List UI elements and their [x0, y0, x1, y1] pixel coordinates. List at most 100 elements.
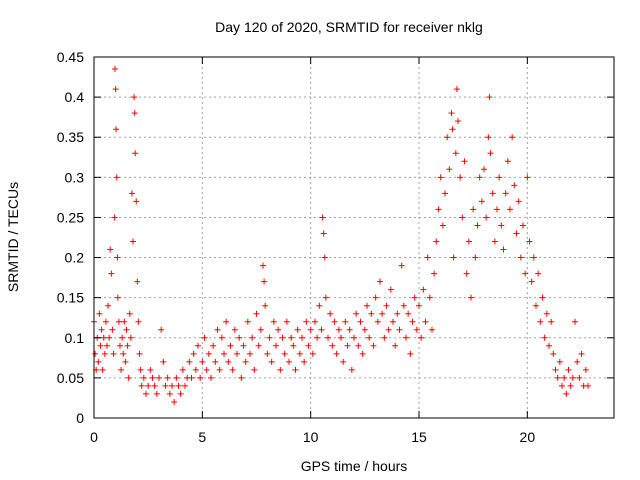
data-point: [439, 222, 446, 229]
axis-ticks: 0 0.05 0.1 0.15 0.2 0.25 0.3 0.35 0.4 0.45 0 5 10 15 2…: [57, 49, 614, 445]
data-point: [182, 382, 188, 389]
data-point: [251, 366, 258, 373]
data-point: [481, 166, 487, 173]
data-point: [530, 254, 537, 261]
data-point: [554, 374, 561, 381]
data-point: [539, 294, 546, 301]
data-point: [247, 350, 253, 357]
data-point: [205, 350, 212, 357]
data-point: [102, 318, 109, 325]
data-point: [515, 198, 522, 205]
data-point: [528, 278, 535, 285]
data-point: [522, 270, 529, 277]
data-point: [459, 214, 466, 221]
data-point: [214, 326, 221, 333]
data-point: [353, 310, 360, 317]
data-point: [266, 334, 273, 341]
data-point: [124, 342, 131, 349]
y-tick-label: 0.05: [57, 370, 84, 386]
data-point: [307, 326, 314, 333]
data-point: [511, 182, 518, 189]
data-point: [119, 334, 126, 341]
data-point: [329, 342, 336, 349]
data-point: [342, 318, 349, 325]
data-point: [275, 326, 282, 333]
data-point: [96, 310, 103, 317]
data-point: [496, 174, 503, 181]
data-point: [131, 94, 138, 101]
data-point: [229, 366, 236, 373]
data-point: [113, 174, 120, 181]
data-point: [322, 294, 329, 301]
y-tick-label: 0.25: [57, 209, 84, 225]
data-point: [231, 326, 238, 333]
data-point: [379, 310, 386, 317]
data-point: [489, 190, 496, 197]
data-point: [437, 174, 444, 181]
data-point: [452, 150, 459, 157]
data-point: [166, 390, 173, 397]
data-point: [449, 126, 456, 133]
data-point: [216, 366, 223, 373]
data-point: [578, 350, 585, 357]
data-point: [563, 390, 570, 397]
data-point: [535, 270, 542, 277]
data-point: [381, 334, 388, 341]
data-point: [134, 278, 141, 285]
data-point: [561, 374, 568, 381]
data-point: [383, 302, 390, 309]
data-point: [169, 382, 175, 389]
data-point: [359, 350, 366, 357]
data-point: [131, 110, 138, 117]
data-point: [513, 230, 520, 237]
data-point: [249, 334, 256, 341]
data-point: [273, 342, 279, 349]
data-point: [264, 350, 271, 357]
data-point: [392, 342, 399, 349]
data-point: [107, 246, 114, 253]
data-point: [114, 294, 121, 301]
data-point: [319, 214, 326, 221]
data-point: [261, 278, 268, 285]
data-point: [422, 318, 429, 325]
x-tick-label: 10: [303, 429, 319, 445]
data-point: [98, 326, 105, 333]
data-point: [509, 134, 516, 141]
data-point: [136, 350, 143, 357]
data-point: [372, 294, 379, 301]
x-tick-label: 20: [520, 429, 536, 445]
data-point: [403, 334, 409, 341]
data-point: [190, 350, 197, 357]
data-point: [175, 382, 182, 389]
data-point: [361, 326, 368, 333]
data-point: [257, 326, 264, 333]
data-point: [517, 254, 524, 261]
data-point: [132, 150, 139, 157]
data-point: [533, 302, 539, 309]
data-point: [270, 318, 277, 325]
data-point: [572, 318, 578, 325]
data-point: [546, 342, 552, 349]
data-point: [377, 278, 383, 285]
data-point: [507, 206, 513, 213]
data-point: [288, 334, 295, 341]
data-point: [455, 118, 461, 125]
data-point: [556, 358, 563, 365]
data-point: [426, 294, 433, 301]
x-tick-label: 5: [198, 429, 206, 445]
data-point: [461, 158, 468, 165]
data-point: [99, 366, 106, 373]
x-axis-label: GPS time / hours: [301, 458, 408, 474]
data-point: [255, 342, 262, 349]
data-point: [238, 374, 245, 381]
data-point: [158, 326, 165, 333]
data-point: [405, 310, 412, 317]
data-point: [201, 334, 208, 341]
data-point: [105, 302, 112, 309]
data-point: [164, 374, 171, 381]
data-point: [309, 350, 316, 357]
data-point: [290, 342, 297, 349]
data-point: [442, 190, 448, 197]
data-point: [301, 358, 308, 365]
